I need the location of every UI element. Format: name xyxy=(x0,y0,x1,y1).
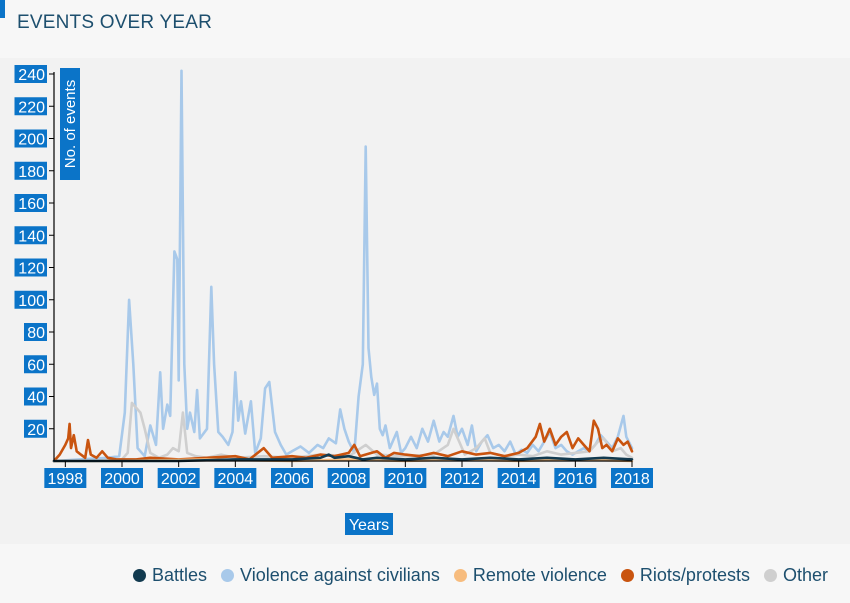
legend-item-violence-against-civilians[interactable]: Violence against civilians xyxy=(221,565,440,586)
legend-dot xyxy=(453,568,467,582)
legend: Battles Violence against civilians Remot… xyxy=(0,552,850,598)
x-tick-label-bg xyxy=(101,468,143,488)
x-tick-label-bg xyxy=(157,468,200,488)
x-axis-title-bg xyxy=(345,513,393,535)
x-tick-label: 2018 xyxy=(614,471,650,488)
y-tick-label-bg xyxy=(24,387,47,406)
legend-label: Riots/protests xyxy=(639,564,750,585)
legend-dot xyxy=(763,568,777,582)
series-line-battles xyxy=(52,453,634,463)
x-tick-label-bg xyxy=(554,468,597,488)
x-tick-label: 2008 xyxy=(331,471,367,488)
series-line-violence-against-civilians xyxy=(52,69,634,463)
x-tick-label: 2016 xyxy=(558,471,594,488)
legend-dot xyxy=(221,568,235,582)
y-tick-label: 160 xyxy=(18,196,45,213)
legend-dot xyxy=(133,568,147,582)
y-tick-label: 220 xyxy=(18,99,45,116)
legend-dot xyxy=(620,568,634,582)
chart-panel: 20 40 60 80 100 120 140 160 180 200 220 240 1998 2000… xyxy=(0,58,850,544)
y-tick-label-bg xyxy=(14,97,47,116)
series-line-other xyxy=(52,401,634,463)
x-tick-label: 2006 xyxy=(274,471,310,488)
y-tick-label: 240 xyxy=(18,67,45,84)
y-tick-label-bg xyxy=(14,226,47,245)
x-tick-label-bg xyxy=(384,468,427,488)
legend-item-riots-protests[interactable]: Riots/protests xyxy=(620,564,750,586)
y-tick-label: 20 xyxy=(27,422,45,439)
y-tick-label: 80 xyxy=(27,325,45,342)
x-tick-label-bg xyxy=(497,468,540,488)
legend-item-other[interactable]: Other xyxy=(763,564,828,586)
y-tick-label: 60 xyxy=(27,357,45,374)
y-tick-label-bg xyxy=(24,419,47,438)
x-tick-label-bg xyxy=(441,468,483,488)
y-axis-title-bg xyxy=(60,68,80,180)
events-line-chart: 20 40 60 80 100 120 140 160 180 200 220 240 1998 2000… xyxy=(14,65,653,535)
x-tick-label: 1998 xyxy=(48,471,84,488)
x-tick-label-bg xyxy=(327,468,370,488)
y-tick-label: 120 xyxy=(18,261,45,278)
y-axis-title: No. of events xyxy=(62,80,79,168)
x-tick-label: 2012 xyxy=(444,471,480,488)
legend-item-battles[interactable]: Battles xyxy=(133,565,207,586)
y-tick-label-bg xyxy=(14,258,47,277)
axis-layer: 20 40 60 80 100 120 140 160 180 200 220 240 1998 2000… xyxy=(14,65,653,535)
y-tick-label-bg xyxy=(24,323,47,341)
y-tick-label-bg xyxy=(14,194,47,212)
y-tick-label: 180 xyxy=(18,164,45,181)
x-tick-label: 2002 xyxy=(161,471,197,488)
series-line-riots-protests xyxy=(52,419,634,463)
y-tick-label: 100 xyxy=(18,293,45,310)
legend-label: Other xyxy=(782,564,828,585)
y-tick-label-bg xyxy=(14,129,47,148)
legend-item-remote-violence[interactable]: Remote violence xyxy=(453,564,607,586)
x-tick-label-bg xyxy=(44,468,87,488)
y-tick-label-bg xyxy=(24,355,47,374)
y-tick-label-bg xyxy=(14,161,47,180)
y-tick-label: 140 xyxy=(18,228,45,245)
x-axis-title: Years xyxy=(349,517,389,534)
header-accent-bar xyxy=(0,0,5,18)
page-title: EVENTS OVER YEAR xyxy=(17,12,213,33)
x-tick-label-bg xyxy=(214,468,257,488)
y-tick-label: 200 xyxy=(18,132,45,149)
y-tick-label-bg xyxy=(14,65,47,83)
series-layer xyxy=(52,69,634,463)
x-tick-label: 2000 xyxy=(104,471,140,488)
x-tick-label: 2010 xyxy=(388,471,424,488)
y-tick-label-bg xyxy=(14,290,47,309)
legend-label: Battles xyxy=(152,564,208,585)
x-tick-label: 2014 xyxy=(501,471,537,488)
legend-label: Remote violence xyxy=(472,564,607,585)
x-tick-label-bg xyxy=(611,468,653,488)
x-tick-label: 2004 xyxy=(218,471,254,488)
header: EVENTS OVER YEAR xyxy=(0,0,850,46)
x-tick-label-bg xyxy=(271,468,313,488)
y-tick-label: 40 xyxy=(27,390,45,407)
legend-label: Violence against civilians xyxy=(240,564,440,585)
